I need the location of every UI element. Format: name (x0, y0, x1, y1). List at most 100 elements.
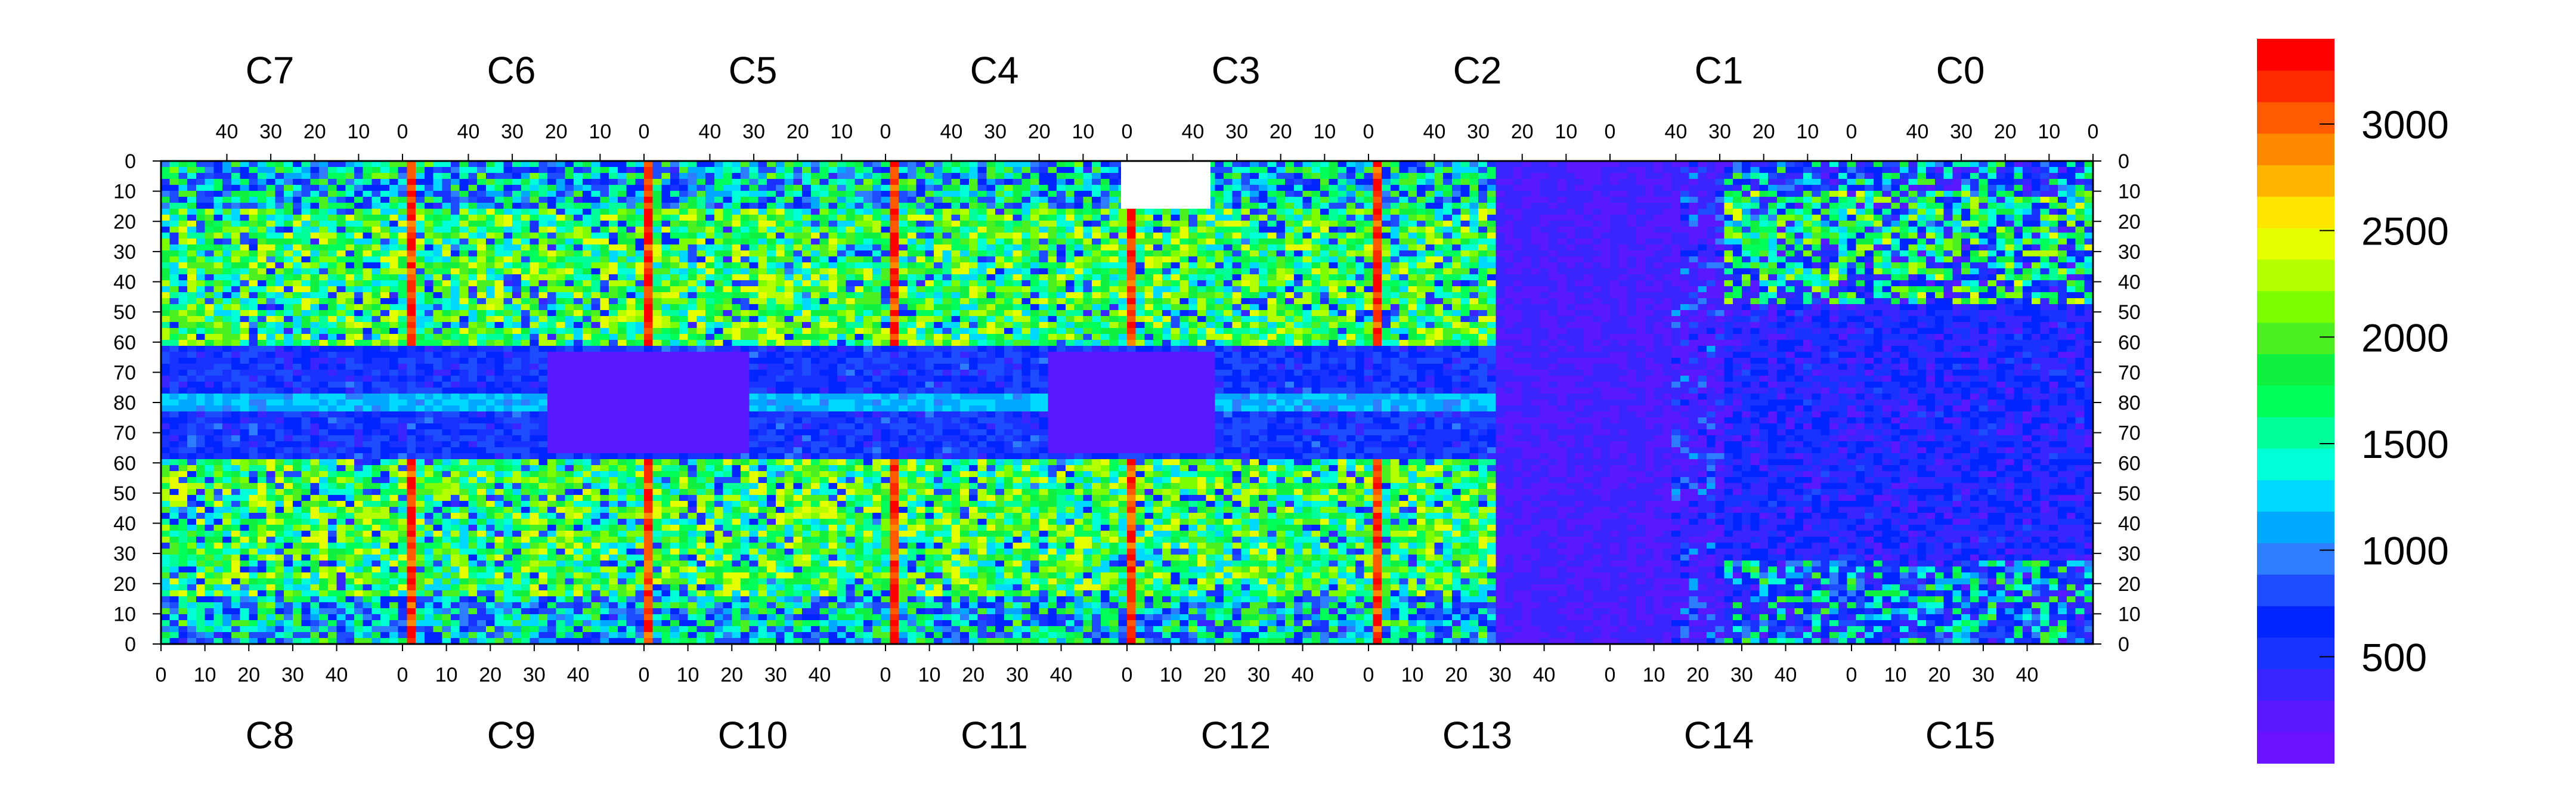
heatmap-cell (1451, 191, 1462, 197)
heatmap-cell (1601, 203, 1611, 209)
heatmap-cell (2058, 203, 2067, 209)
heatmap-cell (327, 250, 338, 257)
heatmap-cell (810, 239, 821, 245)
heatmap-cell (907, 233, 917, 239)
heatmap-cell (960, 280, 970, 287)
heatmap-cell (1645, 244, 1655, 251)
heatmap-cell (380, 262, 390, 269)
heatmap-cell (1100, 215, 1110, 221)
heatmap-cell (485, 209, 496, 215)
heatmap-cell (679, 239, 689, 245)
heatmap-cell (1979, 179, 1988, 185)
heatmap-cell (1373, 244, 1382, 251)
heatmap-cell (1048, 185, 1057, 191)
heatmap-cell (521, 203, 531, 209)
heatmap-cell (1135, 268, 1145, 275)
heatmap-cell (1399, 161, 1408, 168)
heatmap-cell (1873, 203, 1883, 209)
heatmap-cell (1759, 286, 1769, 293)
heatmap-cell (2023, 268, 2032, 275)
heatmap-cell (1285, 280, 1295, 287)
heatmap-cell (863, 179, 873, 185)
heatmap-cell (1979, 274, 1988, 281)
heatmap-cell (1153, 215, 1163, 221)
heatmap-cell (916, 173, 925, 179)
heatmap-cell (336, 233, 346, 239)
heatmap-cell (1039, 268, 1049, 275)
heatmap-cell (380, 197, 390, 203)
heatmap-cell (951, 274, 961, 281)
heatmap-cell (1382, 185, 1391, 191)
heatmap-cell (1934, 239, 1945, 245)
heatmap-cell (521, 286, 531, 293)
heatmap-cell (960, 286, 970, 293)
heatmap-cell (1443, 244, 1453, 251)
heatmap-cell (1707, 256, 1716, 263)
heatmap-cell (2031, 227, 2041, 233)
heatmap-cell (1917, 268, 1927, 275)
heatmap-cell (451, 227, 460, 233)
heatmap-cell (591, 280, 600, 287)
heatmap-cell (424, 203, 434, 209)
heatmap-cell (301, 274, 311, 281)
heatmap-cell (837, 227, 847, 233)
heatmap-cell (1039, 161, 1049, 168)
heatmap-cell (1934, 244, 1945, 251)
heatmap-cell (1592, 185, 1602, 191)
heatmap-cell (582, 233, 592, 239)
heatmap-cell (521, 239, 531, 245)
heatmap-cell (951, 161, 961, 168)
heatmap-cell (810, 274, 821, 281)
heatmap-cell (828, 179, 838, 185)
heatmap-cell (2040, 274, 2049, 281)
heatmap-cell (407, 191, 416, 197)
heatmap-cell (1232, 233, 1242, 239)
heatmap-cell (389, 268, 399, 275)
heatmap-cell (371, 233, 381, 239)
heatmap-cell (854, 221, 864, 227)
heatmap-cell (1408, 233, 1417, 239)
heatmap-cell (968, 167, 979, 174)
heatmap-cell (1654, 185, 1663, 191)
heatmap-cell (1583, 233, 1593, 239)
heatmap-cell (925, 292, 934, 299)
heatmap-cell (1794, 179, 1804, 185)
heatmap-cell (837, 209, 847, 215)
heatmap-cell (336, 244, 346, 251)
heatmap-cell (2040, 233, 2049, 239)
heatmap-cell (1039, 185, 1049, 191)
heatmap-cell (1039, 250, 1049, 257)
heatmap-cell (1961, 197, 1971, 203)
heatmap-cell (1557, 185, 1566, 191)
heatmap-cell (363, 221, 373, 227)
heatmap-cell (688, 256, 697, 263)
heatmap-cell (1803, 221, 1813, 227)
heatmap-cell (1258, 179, 1268, 185)
heatmap-cell (2014, 227, 2023, 233)
heatmap-cell (1399, 197, 1408, 203)
heatmap-cell (459, 274, 469, 281)
heatmap-cell (1618, 173, 1628, 179)
heatmap-cell (1829, 286, 1839, 293)
heatmap-cell (503, 203, 513, 209)
heatmap-cell (890, 256, 899, 263)
heatmap-cell (1891, 280, 1900, 287)
heatmap-cell (275, 280, 284, 287)
heatmap-cell (934, 239, 943, 245)
heatmap-cell (1794, 233, 1804, 239)
heatmap-cell (837, 244, 847, 251)
heatmap-cell (1030, 167, 1040, 174)
heatmap-cell (310, 244, 320, 251)
heatmap-cell (1144, 239, 1154, 245)
heatmap-cell (275, 215, 284, 221)
heatmap-cell (1908, 167, 1918, 174)
heatmap-cell (1794, 191, 1804, 197)
heatmap-cell (1566, 274, 1575, 281)
heatmap-cell (1873, 185, 1883, 191)
heatmap-cell (1390, 161, 1400, 168)
heatmap-cell (2058, 239, 2067, 245)
heatmap-cell (231, 274, 241, 281)
heatmap-cell (433, 274, 442, 281)
heatmap-cell (222, 292, 232, 299)
heatmap-cell (1021, 239, 1031, 245)
